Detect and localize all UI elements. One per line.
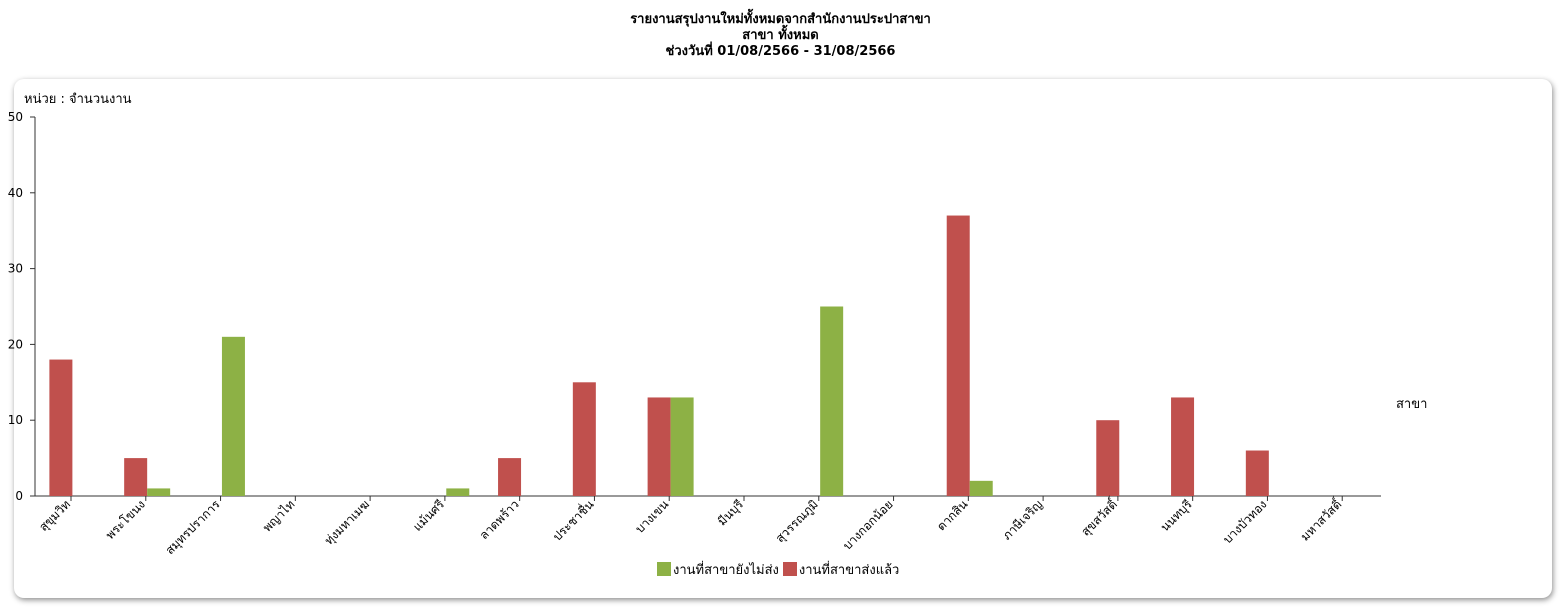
bar-sent [49,359,73,496]
bar-not-sent [147,488,171,496]
y-unit-label: หน่วย : จำนวนงาน [24,92,132,107]
x-tick-label: ลาดพร้าว [477,497,522,542]
legend-item-sent[interactable]: งานที่สาขาส่งแล้ว [782,559,900,580]
bar-sent [498,458,522,496]
bar-not-sent [820,306,844,496]
y-tick-label: 50 [8,110,23,124]
x-tick-label: สมุทรปราการ [163,497,224,558]
bar-sent [572,382,596,496]
bar-sent [647,397,671,496]
bar-not-sent [969,480,993,496]
x-tick-label: ประชาชื่น [549,496,597,544]
bar-sent [1245,450,1269,496]
bar-sent [946,215,970,497]
report-header: รายงานสรุปงานใหม่ทั้งหมดจากสำนักงานประปา… [0,12,1561,60]
bar-sent [1096,420,1120,496]
legend-swatch-sent [782,562,797,576]
y-tick-label: 20 [8,337,23,351]
bar-sent [124,458,148,496]
legend-item-not-sent[interactable]: งานที่สาขายังไม่ส่ง [657,559,779,580]
branch-filter-label: สาขา ทั้งหมด [742,28,819,43]
x-tick-label: บางบัวทอง [1220,497,1269,546]
bar-sent [1171,397,1195,496]
report-title: รายงานสรุปงานใหม่ทั้งหมดจากสำนักงานประปา… [630,12,931,27]
x-tick-label: มหาสวัสดิ์ [1296,495,1345,544]
y-tick-label: 40 [8,186,23,200]
legend-label-sent: งานที่สาขาส่งแล้ว [798,562,900,578]
x-tick-label: พญาไท [260,497,297,534]
x-tick-label: ภาษีเจริญ [1000,497,1046,543]
y-tick-label: 30 [8,262,23,276]
x-tick-label: บางกอกน้อย [840,497,895,552]
y-tick-label: 10 [8,413,23,427]
bar-not-sent [446,488,470,496]
x-tick-label: สุขุมวิท [36,497,74,535]
bar-not-sent [670,397,694,496]
x-tick-label: สุขสวัสดิ์ [1077,495,1122,540]
y-tick-label: 0 [15,489,23,503]
chart-legend: งานที่สาขายังไม่ส่ง งานที่สาขาส่งแล้ว [657,560,903,578]
chart-card [14,79,1552,598]
x-tick-label: แม้นศรี [410,497,447,534]
x-tick-label: สุวรรณภูมิ [773,497,822,546]
x-tick-label: พระโขนง [103,497,148,542]
x-tick-label: บางเขน [633,497,672,536]
x-axis-title: สาขา [1396,397,1427,412]
x-tick-label: ทุ่งมหาเมฆ [322,497,373,548]
date-range-label: ช่วงวันที่ 01/08/2566 - 31/08/2566 [665,44,896,59]
legend-swatch-not-sent [657,562,671,576]
bar-not-sent [221,336,245,496]
legend-label-not-sent: งานที่สาขายังไม่ส่ง [673,562,779,578]
x-tick-label: ตากสิน [934,497,970,533]
x-tick-label: นนทบุรี [1158,497,1196,535]
x-tick-label: มีนบุรี [715,497,747,529]
